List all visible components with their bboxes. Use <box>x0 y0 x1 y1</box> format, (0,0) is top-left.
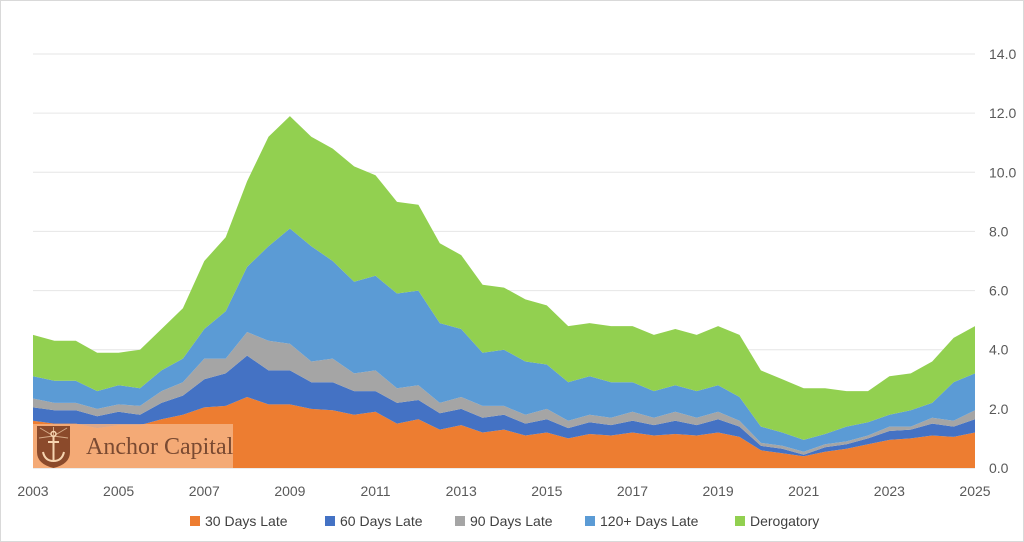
y-tick-label: 14.0 <box>989 46 1016 62</box>
anchor-icon <box>37 426 70 468</box>
x-tick-label: 2013 <box>446 483 477 499</box>
x-tick-label: 2025 <box>959 483 990 499</box>
x-tick-label: 2015 <box>531 483 562 499</box>
legend-swatch <box>585 516 595 526</box>
legend-swatch <box>325 516 335 526</box>
legend-label: 30 Days Late <box>205 513 288 529</box>
watermark-text: Anchor Capital <box>86 434 234 460</box>
x-tick-label: 2019 <box>703 483 734 499</box>
legend: 30 Days Late 60 Days Late 90 Days Late 120+… <box>190 513 819 529</box>
x-axis-ticks: 2003 2005 2007 2009 2011 2013 2015 2017 2019 2021… <box>17 483 990 499</box>
area-90-days-late <box>33 332 975 455</box>
y-tick-label: 0.0 <box>989 460 1009 476</box>
x-tick-label: 2009 <box>274 483 305 499</box>
x-tick-label: 2011 <box>360 483 390 499</box>
y-tick-label: 12.0 <box>989 105 1016 121</box>
y-axis-ticks: 0.0 2.0 4.0 6.0 8.0 10.0 12.0 14.0 <box>989 46 1016 476</box>
x-tick-label: 2007 <box>189 483 220 499</box>
area-60-days-late <box>33 355 975 457</box>
x-tick-label: 2023 <box>874 483 905 499</box>
y-tick-label: 10.0 <box>989 164 1016 180</box>
legend-swatch <box>455 516 465 526</box>
legend-swatch <box>735 516 745 526</box>
y-tick-label: 8.0 <box>989 223 1009 239</box>
y-tick-label: 2.0 <box>989 401 1009 417</box>
legend-label: 60 Days Late <box>340 513 423 529</box>
legend-swatch <box>190 516 200 526</box>
area-30-days-late <box>33 397 975 468</box>
x-tick-label: 2003 <box>17 483 48 499</box>
x-tick-label: 2005 <box>103 483 134 499</box>
legend-label: Derogatory <box>750 513 819 529</box>
x-tick-label: 2017 <box>617 483 648 499</box>
area-series <box>33 116 975 468</box>
area-120-days-late <box>33 228 975 452</box>
y-tick-label: 4.0 <box>989 342 1009 358</box>
y-tick-label: 6.0 <box>989 283 1009 299</box>
legend-label: 120+ Days Late <box>600 513 699 529</box>
watermark: Anchor Capital <box>33 424 234 468</box>
x-tick-label: 2021 <box>788 483 819 499</box>
area-derogatory <box>33 116 975 440</box>
legend-label: 90 Days Late <box>470 513 553 529</box>
